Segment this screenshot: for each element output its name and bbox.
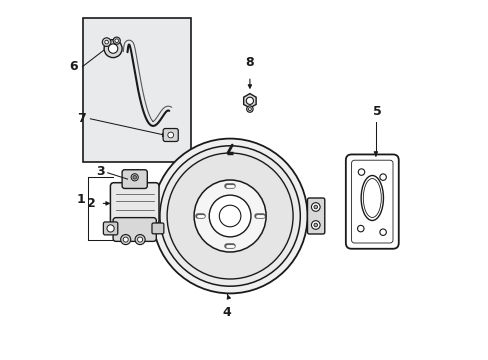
FancyBboxPatch shape xyxy=(152,223,163,234)
Circle shape xyxy=(113,37,120,44)
Circle shape xyxy=(357,225,363,232)
FancyBboxPatch shape xyxy=(122,170,147,189)
Text: 8: 8 xyxy=(245,56,254,69)
Circle shape xyxy=(167,153,292,279)
FancyBboxPatch shape xyxy=(163,129,178,141)
Circle shape xyxy=(104,40,108,44)
Circle shape xyxy=(121,235,130,245)
Text: 2: 2 xyxy=(87,197,96,210)
Circle shape xyxy=(107,225,114,232)
Circle shape xyxy=(102,38,111,46)
Circle shape xyxy=(194,180,265,252)
Circle shape xyxy=(123,237,128,242)
Circle shape xyxy=(167,132,173,138)
FancyBboxPatch shape xyxy=(345,154,398,249)
FancyBboxPatch shape xyxy=(351,160,392,243)
Circle shape xyxy=(152,139,307,293)
FancyBboxPatch shape xyxy=(113,217,156,242)
Text: 5: 5 xyxy=(372,105,381,118)
Circle shape xyxy=(115,39,118,42)
Circle shape xyxy=(108,44,118,53)
Circle shape xyxy=(358,169,364,175)
Circle shape xyxy=(248,108,251,111)
Ellipse shape xyxy=(363,179,381,217)
Circle shape xyxy=(311,203,320,211)
Text: 6: 6 xyxy=(69,60,78,73)
Circle shape xyxy=(246,97,253,104)
FancyBboxPatch shape xyxy=(110,183,159,224)
FancyBboxPatch shape xyxy=(103,222,118,235)
Circle shape xyxy=(131,174,138,181)
Text: 3: 3 xyxy=(96,165,105,177)
Circle shape xyxy=(379,174,386,180)
Bar xyxy=(82,18,190,162)
Circle shape xyxy=(137,237,142,242)
Circle shape xyxy=(160,146,300,286)
Text: 7: 7 xyxy=(77,112,86,125)
Circle shape xyxy=(133,176,136,179)
Circle shape xyxy=(313,205,317,209)
Circle shape xyxy=(379,229,386,235)
Circle shape xyxy=(219,205,241,227)
Circle shape xyxy=(313,223,317,227)
Circle shape xyxy=(209,195,250,237)
Text: 1: 1 xyxy=(77,193,85,206)
Circle shape xyxy=(104,40,122,58)
Ellipse shape xyxy=(361,176,383,220)
Circle shape xyxy=(311,221,320,229)
Circle shape xyxy=(135,235,145,245)
Polygon shape xyxy=(243,94,256,108)
FancyBboxPatch shape xyxy=(307,198,324,234)
Text: 4: 4 xyxy=(222,306,230,319)
Circle shape xyxy=(246,106,253,112)
